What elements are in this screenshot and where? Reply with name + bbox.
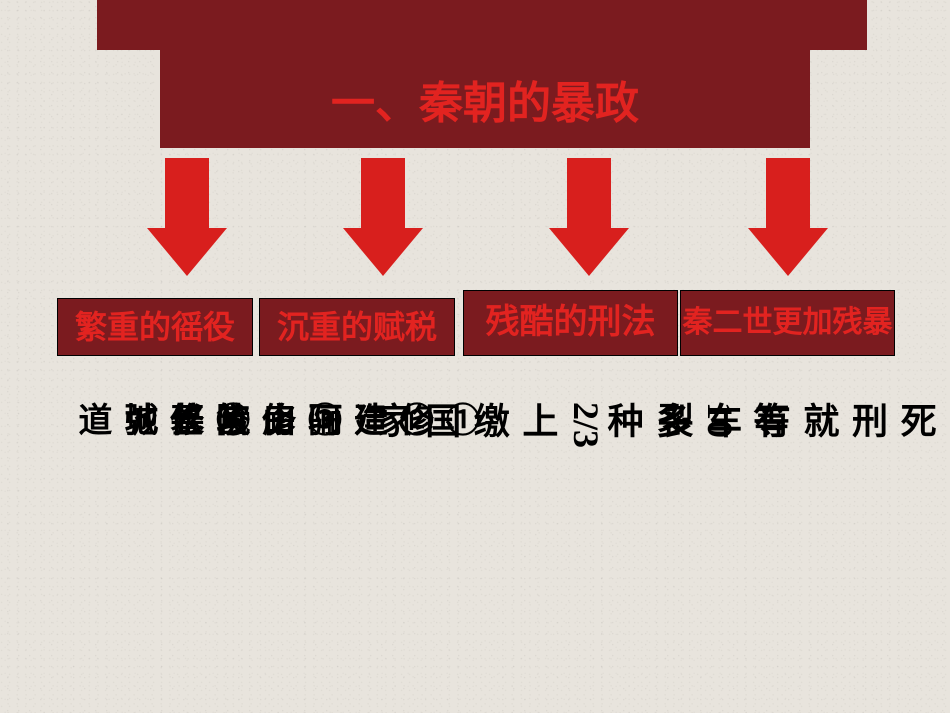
category-box: 秦二世更加残暴 [680,290,895,356]
arrow-row [0,158,950,298]
top-bar [97,0,867,50]
category-box: 残酷的刑法 [463,290,678,356]
title-box: 一、秦朝的暴政 [160,50,810,148]
category-box: 沉重的赋税 [259,298,455,356]
down-arrow [748,158,828,276]
detail-col3-line: 等 10 多种 [598,402,792,440]
down-arrow [343,158,423,276]
down-arrow [147,158,227,276]
category-box: 繁重的徭役 [57,298,253,356]
down-arrow [549,158,629,276]
detail-col2: 2/3 上缴国家 [367,402,610,448]
title-text: 一、秦朝的暴政 [331,67,639,131]
detail-col1-item: ④修弛道 [68,402,252,438]
